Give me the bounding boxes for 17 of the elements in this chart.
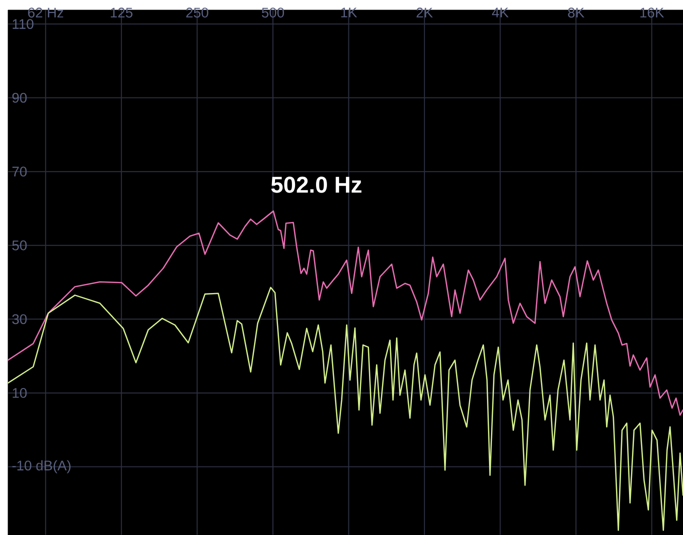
x-tick-label: 8K bbox=[568, 8, 584, 18]
x-tick-label: 62 Hz bbox=[28, 8, 64, 18]
y-tick-label: 90 bbox=[12, 92, 27, 103]
y-tick-label: 50 bbox=[12, 240, 27, 250]
y-tick-label: -10 dB(A) bbox=[12, 460, 71, 474]
x-tick-label: 125 bbox=[110, 8, 132, 18]
y-tick-label: 30 bbox=[12, 314, 27, 324]
x-tick-label: 500 bbox=[262, 8, 284, 18]
x-tick-label: 4K bbox=[492, 8, 509, 18]
annotation: 502.0 Hz bbox=[271, 176, 362, 193]
x-tick-label: 2K bbox=[416, 8, 433, 18]
y-tick-label: 70 bbox=[12, 166, 27, 177]
x-tick-label: 1K bbox=[341, 8, 358, 18]
y-tick-label: 10 bbox=[12, 388, 27, 398]
y-tick-label: 110 bbox=[12, 19, 34, 29]
x-tick-label: 16K bbox=[640, 8, 664, 18]
x-tick-label: 250 bbox=[186, 8, 208, 18]
